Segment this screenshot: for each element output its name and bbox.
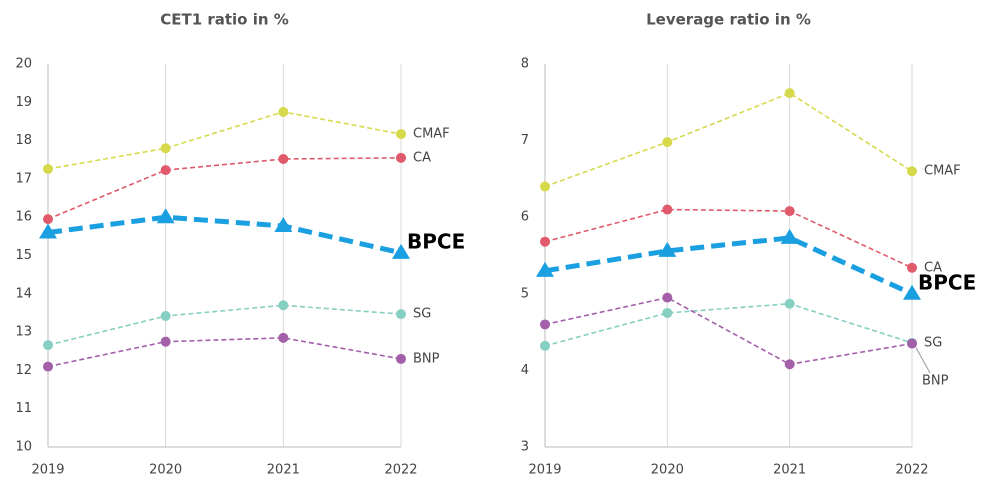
y-tick-label: 7 bbox=[521, 133, 529, 148]
point-marker bbox=[278, 332, 289, 343]
point-marker bbox=[907, 262, 917, 273]
series-label: BNP bbox=[922, 373, 949, 388]
x-tick-label: 2020 bbox=[149, 463, 182, 478]
point-marker bbox=[662, 137, 673, 148]
point-marker bbox=[39, 223, 57, 239]
y-tick-label: 4 bbox=[521, 363, 529, 378]
x-tick-label: 2021 bbox=[267, 463, 300, 478]
point-marker bbox=[43, 214, 53, 225]
point-marker bbox=[396, 129, 406, 140]
series-line bbox=[544, 92, 913, 188]
series-line bbox=[544, 302, 913, 347]
series-label: CA bbox=[924, 260, 942, 275]
point-marker bbox=[540, 340, 550, 351]
y-tick-label: 3 bbox=[521, 440, 529, 455]
series-line bbox=[544, 235, 914, 297]
point-marker bbox=[274, 217, 293, 233]
point-marker bbox=[156, 208, 175, 224]
point-marker bbox=[160, 311, 171, 322]
point-marker bbox=[278, 153, 289, 164]
point-marker bbox=[160, 165, 171, 176]
chart-title: Leverage ratio in % bbox=[646, 11, 811, 29]
y-tick-label: 11 bbox=[15, 401, 32, 416]
point-marker bbox=[160, 143, 171, 154]
point-marker bbox=[662, 292, 673, 303]
y-tick-label: 13 bbox=[15, 325, 32, 340]
series-line bbox=[47, 214, 402, 256]
point-marker bbox=[396, 353, 406, 364]
y-tick-label: 12 bbox=[15, 363, 32, 378]
point-marker bbox=[278, 300, 289, 311]
point-marker bbox=[658, 241, 677, 257]
y-tick-label: 20 bbox=[15, 57, 32, 72]
x-tick-label: 2021 bbox=[773, 463, 806, 478]
point-marker bbox=[903, 284, 921, 300]
x-tick-label: 2020 bbox=[651, 463, 684, 478]
series-label: CMAF bbox=[413, 127, 450, 142]
chart-title: CET1 ratio in % bbox=[160, 11, 289, 29]
y-tick-label: 17 bbox=[15, 171, 32, 186]
y-tick-label: 15 bbox=[15, 248, 32, 263]
point-marker bbox=[780, 228, 799, 244]
point-marker bbox=[784, 88, 795, 99]
series-line bbox=[47, 111, 402, 170]
point-marker bbox=[43, 361, 53, 372]
series-line bbox=[544, 296, 913, 366]
series-line bbox=[544, 208, 913, 269]
y-tick-label: 10 bbox=[15, 440, 32, 455]
point-marker bbox=[536, 261, 554, 277]
point-marker bbox=[278, 106, 289, 117]
point-marker bbox=[396, 309, 406, 320]
y-tick-label: 5 bbox=[521, 286, 529, 301]
y-tick-label: 16 bbox=[15, 210, 32, 225]
series-label: BNP bbox=[413, 351, 440, 366]
point-marker bbox=[160, 336, 171, 347]
point-marker bbox=[43, 163, 53, 174]
series-label: CA bbox=[413, 150, 431, 165]
point-marker bbox=[662, 307, 673, 318]
series-label: SG bbox=[413, 307, 431, 322]
point-marker bbox=[907, 338, 917, 349]
y-tick-label: 8 bbox=[521, 57, 529, 72]
point-marker bbox=[396, 152, 406, 163]
x-tick-label: 2022 bbox=[384, 463, 417, 478]
y-tick-label: 19 bbox=[15, 95, 32, 110]
series-line bbox=[47, 304, 402, 346]
x-tick-label: 2022 bbox=[895, 463, 928, 478]
leader-line bbox=[915, 347, 931, 374]
series-label: CMAF bbox=[924, 164, 961, 179]
point-marker bbox=[784, 298, 795, 309]
point-marker bbox=[540, 181, 550, 192]
y-tick-label: 6 bbox=[521, 210, 529, 225]
point-marker bbox=[540, 319, 550, 330]
series-line bbox=[47, 337, 402, 368]
point-marker bbox=[784, 206, 795, 217]
x-tick-label: 2019 bbox=[528, 463, 561, 478]
point-marker bbox=[43, 340, 53, 351]
point-marker bbox=[392, 243, 410, 259]
point-marker bbox=[662, 204, 673, 215]
series-label: BPCE bbox=[918, 270, 976, 294]
series-label: SG bbox=[924, 335, 942, 350]
series-label: BPCE bbox=[407, 229, 465, 253]
x-tick-label: 2019 bbox=[31, 463, 64, 478]
y-tick-label: 18 bbox=[15, 133, 32, 148]
point-marker bbox=[540, 236, 550, 247]
point-marker bbox=[784, 359, 795, 370]
series-line bbox=[47, 157, 402, 220]
y-tick-label: 14 bbox=[15, 286, 32, 301]
point-marker bbox=[907, 166, 917, 177]
